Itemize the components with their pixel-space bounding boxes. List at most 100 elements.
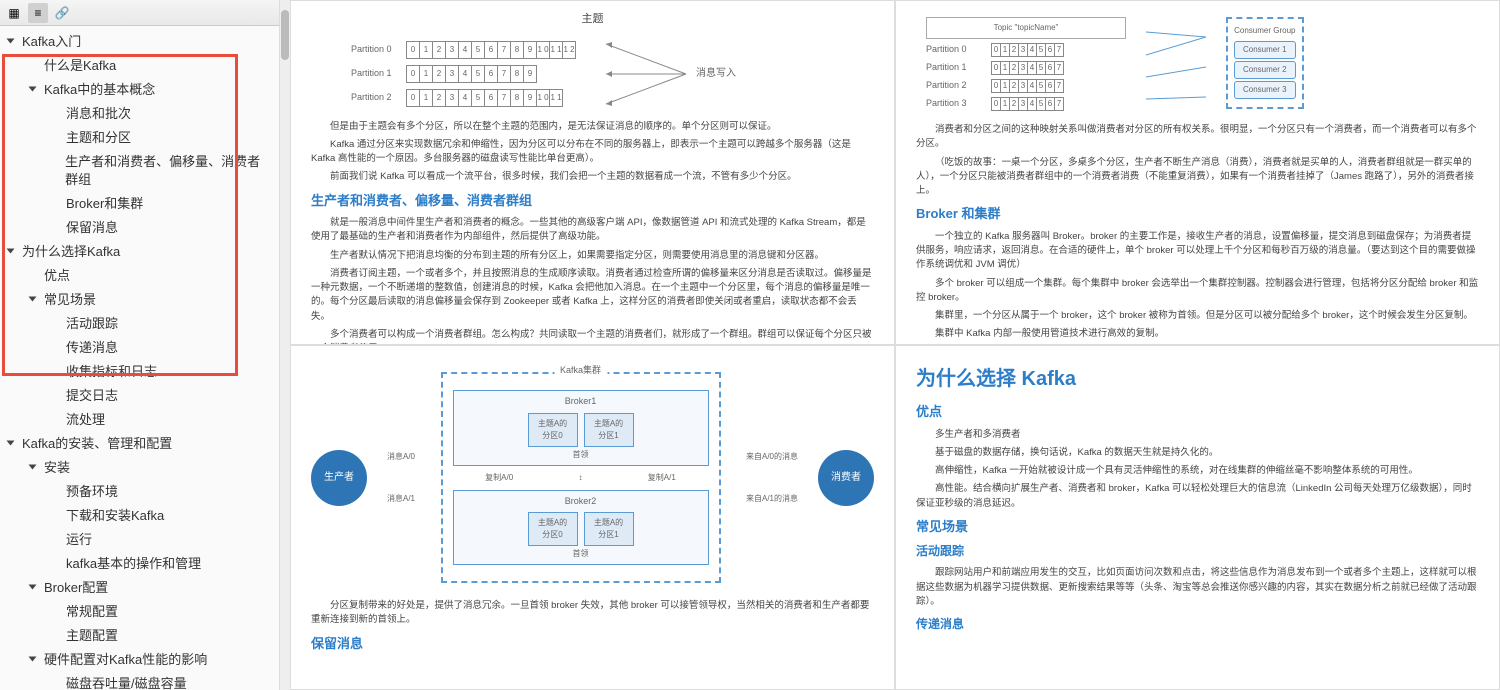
tree-item[interactable]: kafka基本的操作和管理 [0,552,279,576]
caret-icon[interactable] [8,247,18,257]
tree-item[interactable]: 下载和安装Kafka [0,504,279,528]
caret-icon[interactable] [30,295,40,305]
tree-item[interactable]: 什么是Kafka [0,54,279,78]
tree-item[interactable]: 提交日志 [0,384,279,408]
tree-item-label: 常见场景 [44,291,96,309]
tree-item[interactable]: 传递消息 [0,336,279,360]
tree-item-label: 主题配置 [66,627,118,645]
page-1: 主题 Partition 001234567891 01 11 2Partiti… [290,0,895,345]
tree-item[interactable]: 预备环境 [0,480,279,504]
consumer-node: 消费者 [818,450,874,506]
scrollbar-thumb[interactable] [281,10,289,60]
tree-item-label: 下载和安装Kafka [66,507,164,525]
body-text: 多个 broker 可以组成一个集群。每个集群中 broker 会选举出一个集群… [916,277,1479,306]
tree-item-label: Kafka的安装、管理和配置 [22,435,172,453]
broker2-box: Broker2 主题A的分区0 主题A的分区1 首领 [453,490,709,566]
partition-diagram: Partition 001234567891 01 11 2Partition … [311,34,874,114]
page-3: 生产者 消息A/0 消息A/1 Kafka集群 Broker1 主题A的分区0 … [290,345,895,690]
tree-item[interactable]: Kafka的安装、管理和配置 [0,432,279,456]
tree-item[interactable]: 磁盘吞吐量/磁盘容量 [0,672,279,690]
body-text: 一个独立的 Kafka 服务器叫 Broker。broker 的主要工作是，接收… [916,230,1479,273]
tree-item-label: 磁盘吞吐量/磁盘容量 [66,675,187,690]
broker1-box: Broker1 主题A的分区0 主题A的分区1 首领 [453,390,709,466]
outline-tree: Kafka入门什么是Kafka Kafka中的基本概念消息和批次主题和分区生产者和… [0,26,279,690]
left-labels: 消息A/0 消息A/1 [387,451,415,505]
body-text: 就是一般消息中间件里生产者和消费者的概念。一些其他的高级客户端 API，像数据管… [311,216,874,245]
tree-item-label: 保留消息 [66,219,118,237]
topic-part: 主题A的分区1 [584,512,634,546]
tree-item[interactable]: 为什么选择Kafka [0,240,279,264]
consumer-group-diagram: Topic "topicName" Partition 001234567Par… [926,17,1479,117]
tree-item[interactable]: 优点 [0,264,279,288]
tree-item[interactable]: 收集指标和日志 [0,360,279,384]
tree-item-label: 活动跟踪 [66,315,118,333]
tree-item[interactable]: 运行 [0,528,279,552]
tree-item[interactable]: 活动跟踪 [0,312,279,336]
tree-item[interactable]: 安装 [0,456,279,480]
topic-part: 主题A的分区0 [528,512,578,546]
section-heading: 常见场景 [916,517,1479,537]
tree-item-label: 消息和批次 [66,105,131,123]
body-text: 跟踪网站用户和前端应用发生的交互，比如页面访问次数和点击，将这些信息作为消息发布… [916,566,1479,609]
page-title: 为什么选择 Kafka [916,364,1479,394]
tree-item[interactable]: Kafka入门 [0,30,279,54]
attachment-button[interactable]: 🔗 [52,3,72,23]
tree-item[interactable]: 常规配置 [0,600,279,624]
body-text: 消费者订阅主题，一个或者多个，并且按照消息的生成顺序读取。消费者通过检查所谓的偏… [311,267,874,324]
tree-item-label: 什么是Kafka [44,57,116,75]
tree-item[interactable]: Broker配置 [0,576,279,600]
tree-item[interactable]: 保留消息 [0,216,279,240]
body-text: 但是由于主题会有多个分区，所以在整个主题的范围内，是无法保证消息的顺序的。单个分… [311,120,874,134]
tree-item[interactable]: 生产者和消费者、偏移量、消费者群组 [0,150,279,192]
tree-item-label: 为什么选择Kafka [22,243,120,261]
tree-item-label: 预备环境 [66,483,118,501]
topic-part: 主题A的分区1 [584,413,634,447]
page-2: Topic "topicName" Partition 001234567Par… [895,0,1500,345]
caret-icon[interactable] [30,583,40,593]
body-text: 生产者默认情况下把消息均衡的分布到主题的所有分区上，如果需要指定分区，则需要使用… [311,249,874,263]
body-text: 分区复制带来的好处是，提供了消息冗余。一旦首领 broker 失效，其他 bro… [311,599,874,628]
mapping-arrows-icon [1146,17,1206,117]
caret-icon[interactable] [30,655,40,665]
section-heading: Broker 和集群 [916,204,1479,224]
sidebar: ▦ ≡ 🔗 Kafka入门什么是Kafka Kafka中的基本概念消息和批次主题和… [0,0,280,690]
body-text: 集群里，一个分区从属于一个 broker，这个 broker 被称为首领。但是分… [916,309,1479,323]
caret-icon[interactable] [8,37,18,47]
body-text: 集群中 Kafka 内部一般使用管道技术进行高效的复制。 [916,327,1479,341]
tree-item[interactable]: 常见场景 [0,288,279,312]
cluster-diagram: 生产者 消息A/0 消息A/1 Kafka集群 Broker1 主题A的分区0 … [311,362,874,593]
cluster-label: Kafka集群 [554,364,607,378]
view-list-button[interactable]: ≡ [28,3,48,23]
sidebar-scrollbar[interactable] [280,0,290,690]
tree-item-label: kafka基本的操作和管理 [66,555,201,573]
tree-item[interactable]: Kafka中的基本概念 [0,78,279,102]
body-text: 多生产者和多消费者 [916,428,1479,442]
tree-item-label: Broker和集群 [66,195,143,213]
grid-icon: ▦ [8,6,19,20]
tree-item[interactable]: 主题配置 [0,624,279,648]
section-heading: 生产者和消费者、偏移量、消费者群组 [311,191,874,211]
tree-item[interactable]: 硬件配置对Kafka性能的影响 [0,648,279,672]
tree-item-label: 常规配置 [66,603,118,621]
caret-icon[interactable] [30,85,40,95]
body-text: 基于磁盘的数据存储，换句话说，Kafka 的数据天生就是持久化的。 [916,446,1479,460]
section-heading: 优点 [916,402,1479,422]
subsection-heading: 活动跟踪 [916,542,1479,560]
tree-item[interactable]: 主题和分区 [0,126,279,150]
tree-item[interactable]: Broker和集群 [0,192,279,216]
tree-item[interactable]: 消息和批次 [0,102,279,126]
tree-item-label: 提交日志 [66,387,118,405]
view-grid-button[interactable]: ▦ [4,3,24,23]
tree-item-label: 主题和分区 [66,129,131,147]
tree-item-label: 传递消息 [66,339,118,357]
subsection-heading: 传递消息 [916,615,1479,633]
body-text: 前面我们说 Kafka 可以看成一个流平台，很多时候，我们会把一个主题的数据看成… [311,170,874,184]
tree-item-label: 硬件配置对Kafka性能的影响 [44,651,207,669]
tree-item[interactable]: 流处理 [0,408,279,432]
caret-icon[interactable] [30,463,40,473]
caret-icon[interactable] [8,439,18,449]
consumer-group-box: Consumer Group Consumer 1Consumer 2Consu… [1226,17,1304,109]
cluster-box: Kafka集群 Broker1 主题A的分区0 主题A的分区1 首领 复制A/0… [441,372,721,583]
body-text: （吃饭的故事：一桌一个分区，多桌多个分区，生产者不断生产消息（消费），消费者就是… [916,156,1479,199]
list-icon: ≡ [34,6,41,20]
